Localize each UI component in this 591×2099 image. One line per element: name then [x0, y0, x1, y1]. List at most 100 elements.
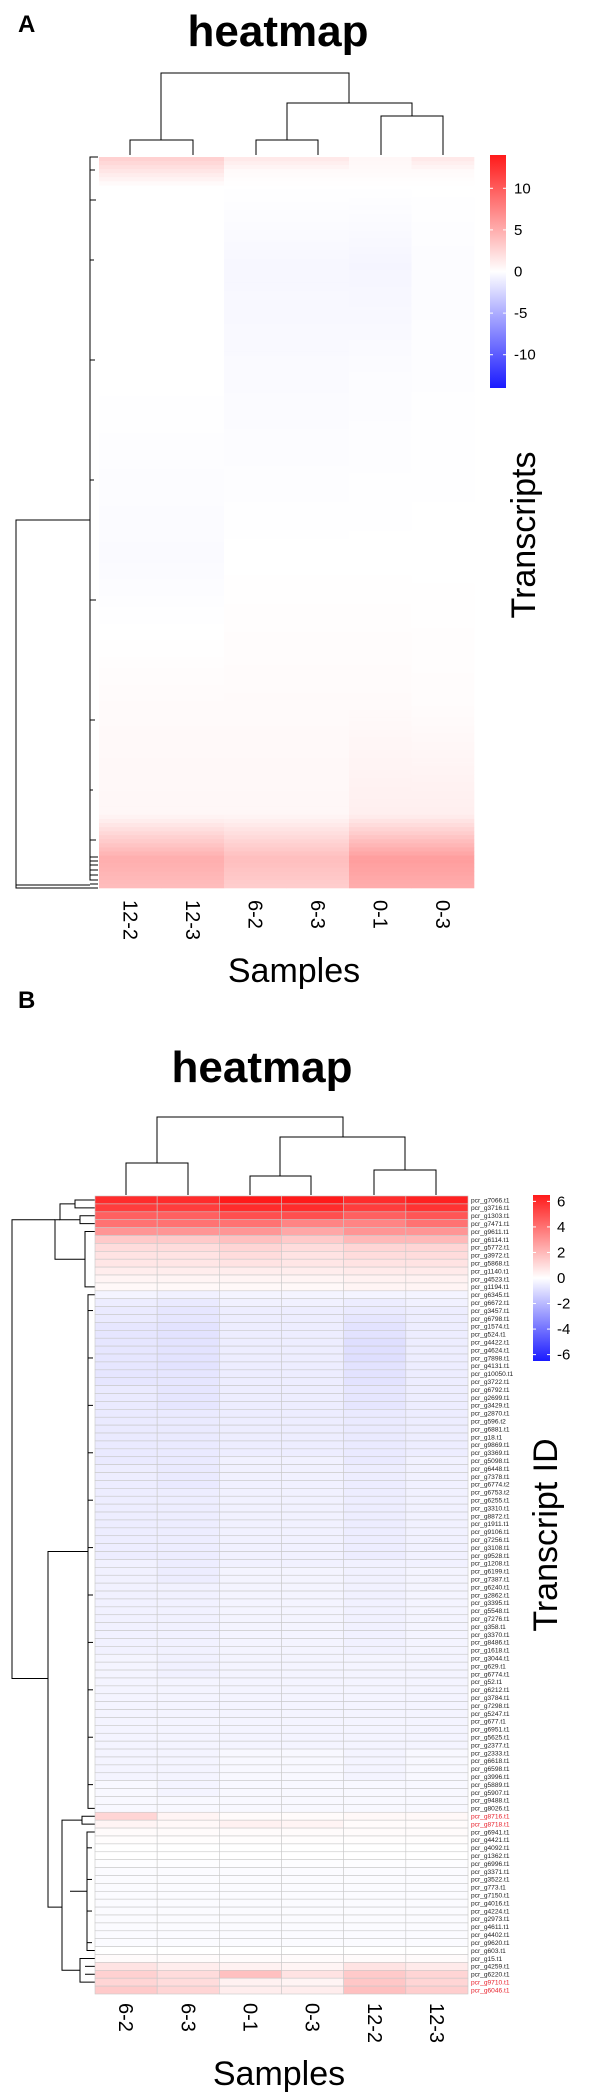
heatmap-cell: [161, 883, 225, 889]
heatmap-cell: [349, 303, 412, 308]
heatmap-cell: [219, 1804, 282, 1813]
heatmap-cell: [156, 1819, 220, 1829]
heatmap-cell: [286, 676, 350, 682]
heatmap-cell: [219, 1890, 282, 1900]
heatmap-cell: [156, 1203, 220, 1213]
heatmap-cell: [411, 879, 475, 885]
heatmap-cell: [156, 1551, 220, 1560]
heatmap-cell: [219, 1480, 282, 1489]
heatmap-cell: [411, 534, 475, 540]
legend-tick-label: -2: [557, 1296, 570, 1313]
heatmap-cell: [94, 1717, 158, 1726]
heatmap-cell: [286, 741, 350, 747]
heatmap-cell: [349, 461, 412, 466]
heatmap-cell: [224, 835, 287, 840]
row-label: pcr_g7256.t1: [471, 1537, 510, 1544]
row-label: pcr_g7471.t1: [471, 1221, 510, 1228]
heatmap-cell: [94, 1930, 158, 1939]
heatmap-cell: [161, 303, 225, 308]
heatmap-cell: [99, 221, 162, 227]
heatmap-cell: [99, 648, 162, 653]
row-label: pcr_g6046.t1: [471, 1987, 510, 1994]
heatmap-cell: [405, 1195, 469, 1205]
heatmap-cell: [161, 254, 225, 259]
heatmap-cell: [411, 725, 475, 730]
heatmap-cell: [99, 550, 162, 556]
heatmap-cell: [94, 1756, 158, 1766]
heatmap-cell: [99, 429, 162, 434]
heatmap-cell: [99, 461, 162, 466]
heatmap-cell: [156, 1740, 220, 1750]
heatmap-cell: [411, 335, 475, 341]
heatmap-cell: [219, 1345, 282, 1355]
heatmap-cell: [224, 563, 287, 568]
heatmap-cell: [156, 1661, 220, 1671]
heatmap-cell: [411, 599, 475, 605]
heatmap-cell: [161, 810, 225, 816]
heatmap-cell: [219, 1519, 282, 1529]
heatmap-cell: [411, 258, 475, 263]
heatmap-cell: [349, 883, 412, 889]
heatmap-cell: [99, 351, 162, 357]
heatmap-cell: [343, 1962, 407, 1971]
heatmap-cell: [281, 1409, 344, 1418]
heatmap-cell: [94, 1211, 158, 1221]
heatmap-cell: [99, 266, 162, 272]
heatmap-cell: [349, 863, 412, 868]
row-label: pcr_g3457.t1: [471, 1308, 510, 1315]
heatmap-cell: [349, 173, 412, 178]
heatmap-cell: [411, 522, 475, 527]
heatmap-cell: [405, 1377, 469, 1386]
heatmap-cell: [99, 510, 162, 515]
heatmap-cell: [94, 1282, 158, 1292]
heatmap-cell: [411, 437, 475, 442]
heatmap-cell: [349, 433, 412, 438]
heatmap-cell: [224, 595, 287, 600]
heatmap-cell: [161, 733, 225, 739]
heatmap-cell: [224, 477, 287, 483]
heatmap-cell: [224, 737, 287, 743]
heatmap-cell: [411, 425, 475, 430]
heatmap-cell: [224, 213, 287, 219]
heatmap-cell: [161, 656, 225, 661]
heatmap-cell: [286, 607, 350, 613]
heatmap-cell: [405, 1424, 469, 1434]
heatmap-cell: [281, 1717, 344, 1726]
heatmap-cell: [156, 1614, 220, 1623]
heatmap-cell: [411, 766, 475, 771]
heatmap-cell: [99, 680, 162, 686]
dendrogram-branch: [11, 1219, 55, 1679]
heatmap-cell: [411, 286, 475, 292]
heatmap-cell: [411, 502, 475, 507]
heatmap-cell: [224, 433, 287, 438]
heatmap-cell: [224, 335, 287, 341]
heatmap-cell: [224, 717, 287, 722]
heatmap-cell: [411, 457, 475, 462]
heatmap-cell: [349, 307, 412, 312]
heatmap-cell: [343, 1717, 407, 1726]
heatmap-cell: [349, 295, 412, 300]
heatmap-cell: [343, 1780, 407, 1789]
heatmap-cell: [343, 1369, 407, 1379]
heatmap-cell: [281, 1630, 344, 1639]
heatmap-cell: [286, 173, 350, 178]
heatmap-cell: [161, 230, 225, 235]
heatmap-cell: [219, 1235, 282, 1244]
row-label: pcr_g8718.t1: [471, 1821, 510, 1828]
heatmap-cell: [224, 506, 287, 511]
heatmap-cell: [161, 745, 225, 751]
row-label: pcr_g1911.t1: [471, 1521, 509, 1528]
heatmap-cell: [99, 234, 162, 239]
panel-a: A heatmap 12-2 12-3 6-2 6-3 0-1 0-3 Samples T…: [15, 7, 543, 990]
heatmap-cell: [286, 786, 350, 791]
heatmap-cell: [281, 1756, 344, 1766]
heatmap-cell: [99, 420, 162, 426]
heatmap-cell: [99, 684, 162, 690]
heatmap-cell: [156, 1409, 220, 1418]
heatmap-cell: [219, 1551, 282, 1560]
heatmap-cell: [224, 611, 287, 617]
heatmap-cell: [343, 1677, 407, 1687]
heatmap-cell: [224, 579, 287, 584]
